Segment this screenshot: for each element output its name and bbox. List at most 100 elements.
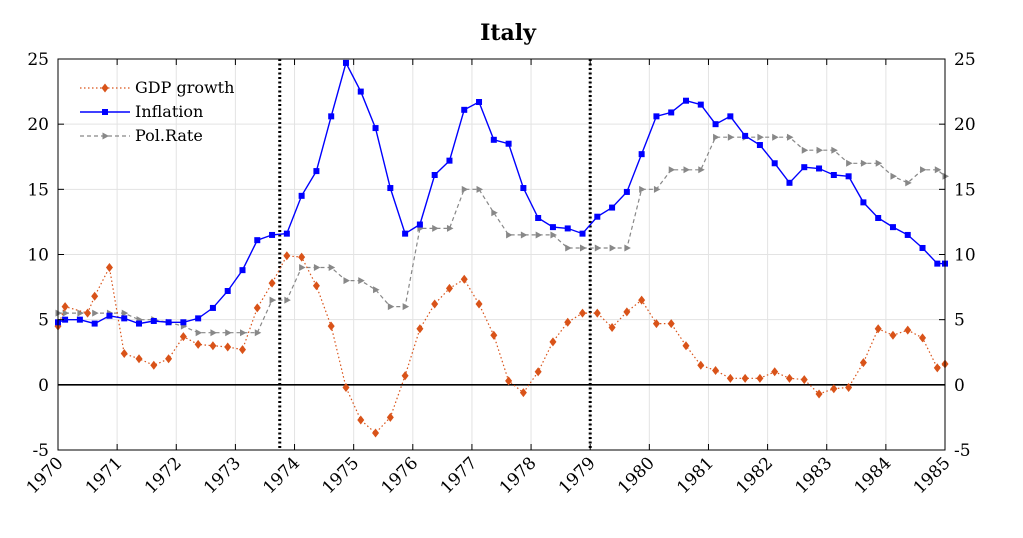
data-point bbox=[653, 113, 660, 120]
data-point bbox=[830, 384, 838, 394]
data-point bbox=[416, 324, 424, 334]
data-point bbox=[312, 281, 320, 291]
data-point bbox=[942, 172, 949, 180]
chart-title: Italy bbox=[480, 20, 537, 46]
data-point bbox=[726, 373, 734, 383]
data-point bbox=[165, 319, 172, 326]
data-point bbox=[890, 172, 897, 180]
data-point bbox=[269, 296, 277, 304]
data-point bbox=[328, 264, 336, 272]
y-tick-label: -5 bbox=[32, 441, 49, 461]
data-point bbox=[373, 286, 380, 294]
data-point bbox=[491, 209, 498, 217]
data-point bbox=[919, 333, 927, 343]
data-point bbox=[239, 267, 246, 274]
data-point bbox=[210, 329, 217, 337]
data-point bbox=[520, 231, 528, 239]
legend-label: Pol.Rate bbox=[135, 126, 203, 145]
data-point bbox=[934, 260, 941, 267]
data-point bbox=[875, 215, 882, 222]
data-point bbox=[535, 215, 542, 222]
data-point bbox=[712, 365, 720, 375]
data-point bbox=[328, 113, 335, 120]
data-point bbox=[476, 185, 484, 193]
x-tick-label: 1985 bbox=[910, 453, 955, 498]
data-point bbox=[698, 166, 705, 174]
y-tick-label-right: -5 bbox=[954, 441, 971, 461]
data-point bbox=[136, 320, 143, 327]
data-point bbox=[520, 185, 527, 192]
data-point bbox=[254, 329, 262, 337]
data-point bbox=[550, 231, 557, 239]
data-point bbox=[801, 164, 808, 171]
y-tick-label-right: 25 bbox=[954, 50, 976, 70]
y-tick-label: 0 bbox=[38, 376, 49, 396]
data-point bbox=[933, 363, 941, 373]
data-point bbox=[771, 160, 778, 167]
y-tick-label: 15 bbox=[27, 180, 49, 200]
data-point bbox=[121, 309, 129, 317]
data-point bbox=[105, 263, 113, 273]
y-tick-label: 10 bbox=[27, 246, 49, 266]
data-point bbox=[299, 264, 306, 272]
legend-label: GDP growth bbox=[135, 78, 234, 97]
data-point bbox=[150, 360, 158, 370]
data-point bbox=[713, 133, 720, 141]
data-point bbox=[609, 244, 617, 252]
data-point bbox=[194, 339, 202, 349]
data-point bbox=[934, 166, 942, 174]
x-tick-label: 1980 bbox=[614, 453, 659, 498]
y-tick-label: 25 bbox=[27, 50, 49, 70]
data-point bbox=[283, 230, 290, 237]
y-tick-label-right: 10 bbox=[954, 246, 976, 266]
data-point bbox=[757, 133, 764, 141]
series-line bbox=[58, 136, 946, 334]
data-point bbox=[225, 329, 232, 337]
data-point bbox=[564, 225, 571, 232]
data-point bbox=[609, 204, 616, 211]
data-point bbox=[652, 319, 660, 329]
reference-lines bbox=[58, 59, 945, 450]
data-point bbox=[860, 199, 867, 206]
x-tick-label: 1976 bbox=[378, 453, 423, 498]
data-point bbox=[889, 224, 896, 231]
data-point bbox=[91, 291, 99, 301]
y-tick-label: 5 bbox=[38, 311, 49, 331]
data-point bbox=[342, 382, 350, 392]
data-point bbox=[904, 231, 911, 238]
data-point bbox=[682, 97, 689, 104]
x-tick-label: 1975 bbox=[318, 453, 363, 498]
y-tick-label: 20 bbox=[27, 115, 49, 135]
data-point bbox=[76, 316, 83, 323]
legend-entry: Pol.Rate bbox=[80, 126, 203, 145]
data-point bbox=[357, 415, 365, 425]
data-point bbox=[238, 345, 246, 355]
data-point bbox=[756, 142, 763, 149]
data-point bbox=[254, 237, 261, 244]
data-point bbox=[195, 315, 202, 322]
x-tick-label: 1971 bbox=[82, 453, 127, 498]
data-point bbox=[505, 140, 512, 147]
x-tick-label: 1983 bbox=[792, 453, 837, 498]
data-point bbox=[565, 244, 572, 252]
x-tick-label: 1978 bbox=[496, 453, 541, 498]
data-point bbox=[313, 168, 320, 175]
data-point bbox=[653, 185, 661, 193]
data-point bbox=[534, 367, 542, 377]
data-point bbox=[268, 278, 276, 288]
data-point bbox=[431, 171, 438, 178]
data-point bbox=[342, 59, 349, 66]
y-tick-label-right: 15 bbox=[954, 180, 976, 200]
data-point bbox=[786, 179, 793, 186]
data-point bbox=[416, 221, 423, 228]
data-point bbox=[387, 185, 394, 192]
data-point bbox=[195, 329, 203, 337]
data-point bbox=[92, 309, 99, 317]
x-tick-label: 1974 bbox=[259, 453, 304, 498]
data-point bbox=[727, 133, 735, 141]
data-point bbox=[801, 146, 809, 154]
series-line bbox=[57, 255, 946, 434]
data-point bbox=[519, 388, 527, 398]
data-point bbox=[209, 304, 216, 311]
data-point bbox=[564, 317, 572, 327]
